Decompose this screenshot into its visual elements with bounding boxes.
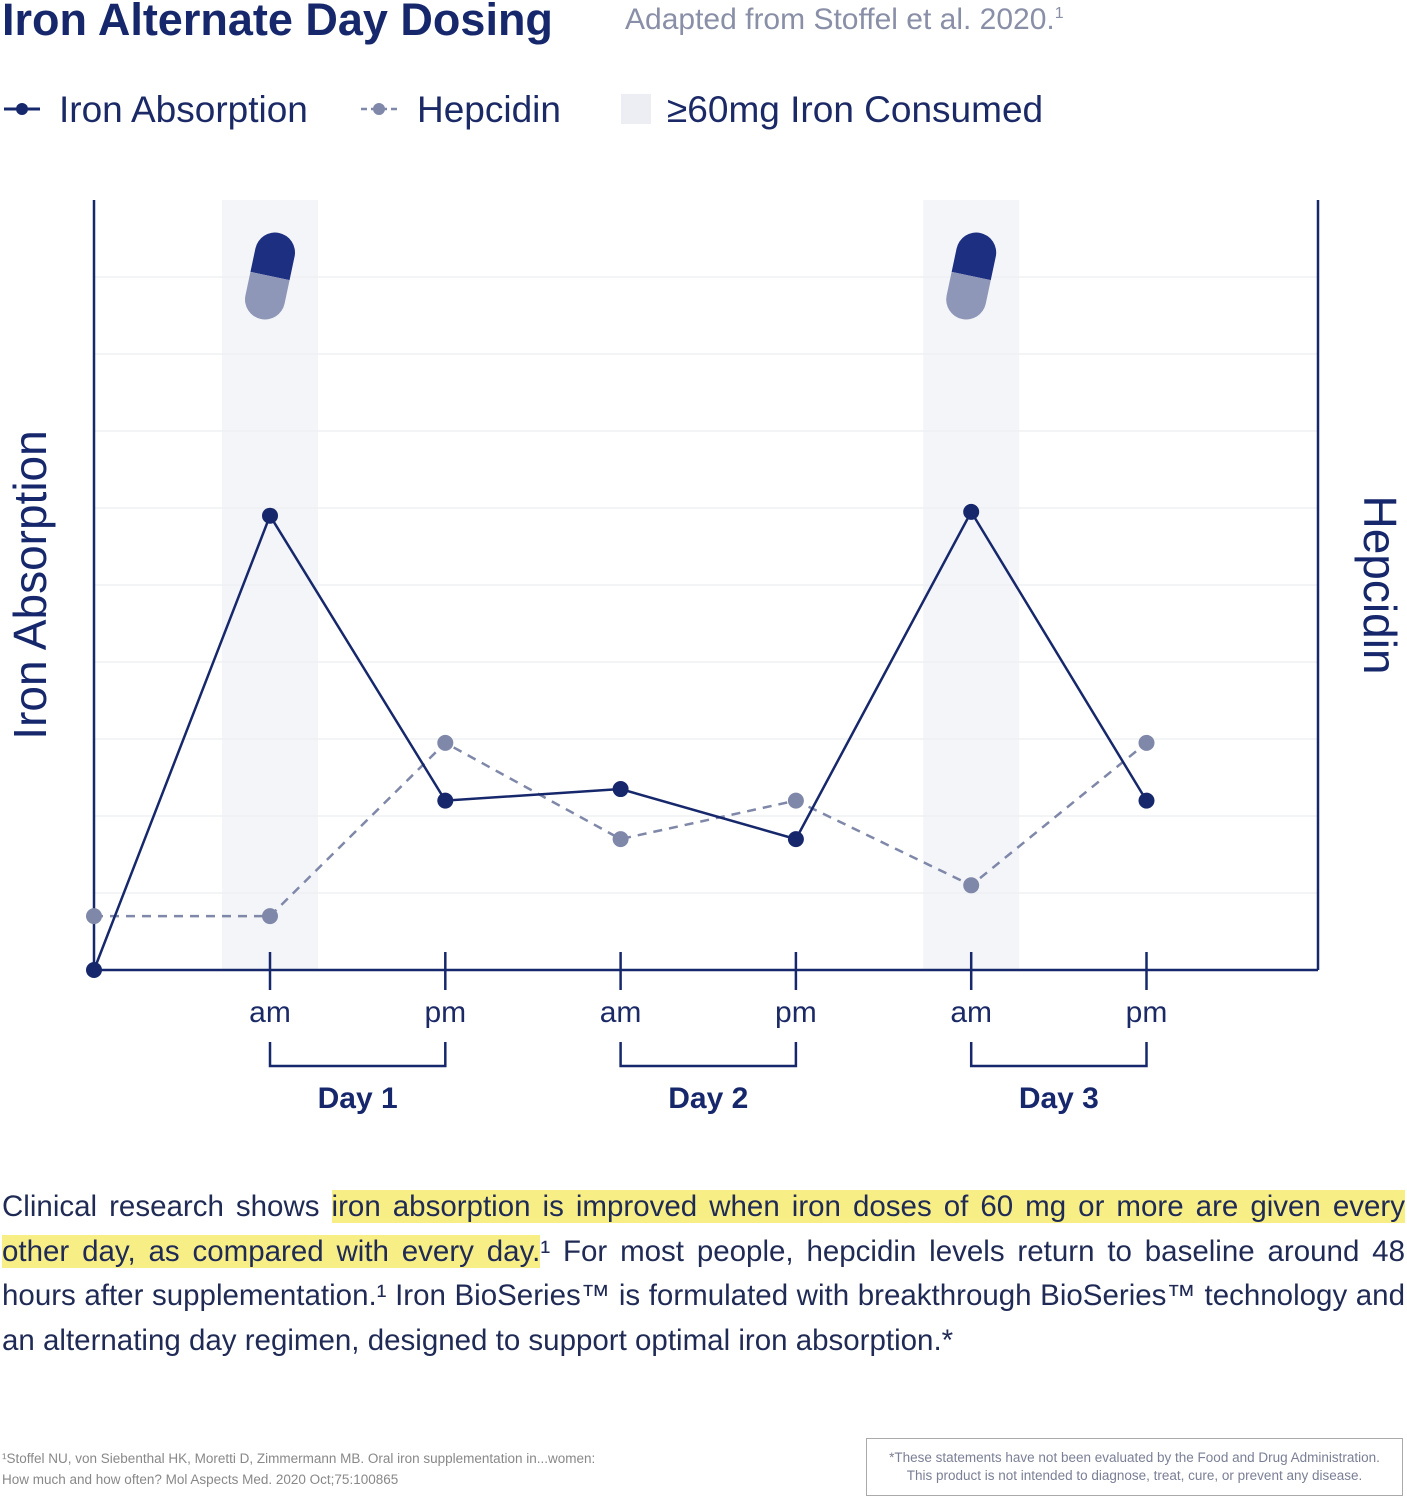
para-before: Clinical research shows xyxy=(2,1190,332,1223)
reference-line: ¹Stoffel NU, von Siebenthal HK, Moretti … xyxy=(2,1451,596,1466)
hepcidin-point xyxy=(612,831,629,848)
legend-band-swatch xyxy=(621,94,651,124)
x-tick-label: pm xyxy=(775,996,817,1029)
disclaimer-line: *These statements have not been evaluate… xyxy=(889,1450,1380,1465)
day-label: Day 1 xyxy=(318,1082,398,1115)
subtitle-text: Adapted from Stoffel et al. 2020. xyxy=(625,3,1055,36)
y2-axis-label: Hepcidin xyxy=(1354,496,1406,675)
iron-absorption-point xyxy=(963,503,980,520)
para-after: ¹ For most people, hepcidin levels retur… xyxy=(2,1234,1405,1357)
capsule-icon xyxy=(245,232,295,320)
legend-hepcidin-label: Hepcidin xyxy=(417,89,561,130)
hepcidin-point xyxy=(86,908,102,925)
day-label: Day 2 xyxy=(668,1082,748,1115)
iron-absorption-point xyxy=(1138,792,1155,809)
hepcidin-point xyxy=(262,908,278,925)
x-tick-label: am xyxy=(950,996,992,1029)
reference-footnote: ¹Stoffel NU, von Siebenthal HK, Moretti … xyxy=(2,1448,595,1490)
description-paragraph: Clinical research shows iron absorption … xyxy=(2,1185,1405,1363)
chart: am pm am pm am pm Day 1 Day 2 Day 3 Iron Absorpt… xyxy=(4,89,1406,1115)
y-axis-label: Iron Absorption xyxy=(4,430,56,739)
iron-absorption-point xyxy=(437,792,454,809)
chart-subtitle: Adapted from Stoffel et al. 2020.1 xyxy=(625,3,1064,37)
day-bracket xyxy=(969,1042,1148,1068)
iron-absorption-point xyxy=(612,781,629,798)
day-label: Day 3 xyxy=(1019,1082,1099,1115)
fda-disclaimer: *These statements have not been evaluate… xyxy=(866,1438,1403,1496)
x-tick-label: am xyxy=(249,996,291,1029)
x-tick-label: pm xyxy=(424,996,466,1029)
chart-title: Iron Alternate Day Dosing xyxy=(2,0,553,45)
reference-line: How much and how often? Mol Aspects Med.… xyxy=(2,1472,399,1487)
day-bracket xyxy=(619,1042,798,1068)
x-tick-label: pm xyxy=(1126,996,1168,1029)
legend-iron-label: Iron Absorption xyxy=(59,89,308,130)
day-bracket xyxy=(268,1042,447,1068)
legend-hepcidin-marker xyxy=(373,103,385,115)
iron-absorption-point xyxy=(787,831,804,848)
iron-absorption-point xyxy=(86,962,102,978)
x-tick-label: am xyxy=(600,996,642,1029)
legend-iron-marker xyxy=(16,103,28,115)
iron-absorption-point xyxy=(262,507,278,524)
legend-band-label: ≥60mg Iron Consumed xyxy=(667,89,1043,130)
hepcidin-point xyxy=(437,734,454,751)
hepcidin-point xyxy=(787,792,804,809)
hepcidin-point xyxy=(1138,734,1155,751)
subtitle-footnote: 1 xyxy=(1054,5,1064,22)
capsule-icon xyxy=(946,232,997,320)
disclaimer-line: This product is not intended to diagnose… xyxy=(906,1468,1363,1483)
hepcidin-point xyxy=(963,877,980,894)
